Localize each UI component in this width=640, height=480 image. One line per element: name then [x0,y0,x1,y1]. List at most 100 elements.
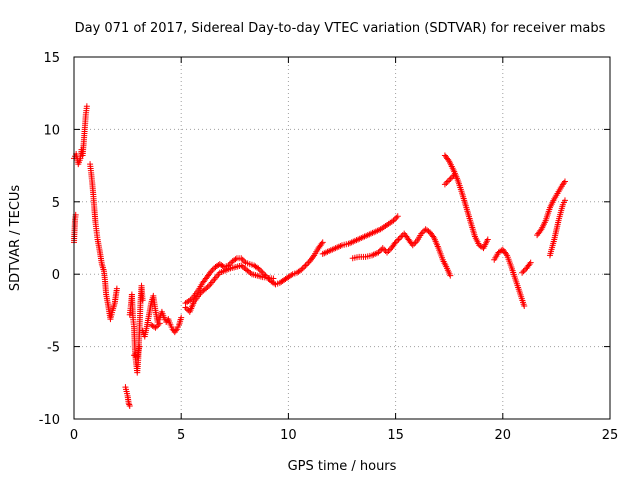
data-point [393,214,400,221]
data-point [443,179,450,186]
x-tick-label: 0 [70,428,78,443]
data-points [71,103,568,409]
data-point [519,269,526,276]
data-point [395,236,402,243]
data-point [238,255,245,262]
data-point [385,248,392,255]
y-tick-label: 10 [43,123,60,138]
data-point [288,272,295,279]
data-point [527,259,534,266]
data-point [299,265,306,272]
data-point [411,240,418,247]
data-point [209,266,216,273]
data-point [241,258,248,265]
data-point [298,266,305,273]
data-point [521,303,528,310]
data-point [375,249,382,256]
data-point [256,266,263,273]
data-point [526,261,533,268]
x-tick-label: 5 [177,428,185,443]
data-point [441,181,448,188]
data-point [239,256,246,263]
data-point [561,178,568,185]
y-tick-label: 5 [52,196,60,211]
data-point [208,268,215,275]
data-point [255,265,262,272]
data-point [301,263,308,270]
data-point [156,320,163,327]
data-point [153,323,160,330]
data-point [394,237,401,244]
data-point [381,246,388,253]
data-point [503,250,510,257]
axis-ticks [73,56,611,420]
x-tick-label: 10 [280,428,297,443]
data-point [379,245,386,252]
data-point [391,240,398,247]
plot-frame [73,56,611,420]
data-point [445,156,452,163]
x-tick-label: 20 [495,428,512,443]
data-point [520,268,527,275]
data-point [155,321,162,328]
data-point [232,256,239,263]
data-point [226,261,233,268]
data-point [270,275,277,282]
data-point [113,285,120,292]
data-point [409,242,416,249]
data-point [207,269,214,276]
y-tick-label: -5 [47,341,60,356]
data-point [305,259,312,266]
data-point [172,327,179,334]
x-tick-label: 15 [387,428,404,443]
data-point [204,283,211,290]
data-point [139,297,146,304]
y-axis-label: SDTVAR / TECUs [8,185,23,292]
data-point [391,216,398,223]
data-point [412,239,419,246]
data-point [386,246,393,253]
data-point [430,233,437,240]
data-point [390,217,397,224]
data-point [484,236,491,243]
data-point [318,240,325,247]
data-point [319,239,326,246]
data-point [125,400,132,407]
data-point [419,229,426,236]
data-point [446,177,453,184]
data-point [136,343,143,350]
data-point [303,261,310,268]
data-point [447,272,454,279]
data-point [126,401,133,408]
data-point [392,239,399,246]
y-tick-label: -10 [39,413,60,428]
data-point [302,262,309,269]
data-point [310,253,317,260]
data-point [394,213,401,220]
data-point [447,175,454,182]
data-point [152,324,159,331]
x-axis-label: GPS time / hours [288,459,397,474]
grid [74,57,610,419]
data-point [376,248,383,255]
data-point [561,197,568,204]
data-point [560,179,567,186]
x-tick-labels: 0 5 10 15 20 25 [70,428,618,443]
y-tick-label: 15 [43,51,60,66]
data-point [398,233,405,240]
data-point [261,271,268,278]
data-point [384,249,391,256]
data-point [396,235,403,241]
data-point [178,314,185,321]
data-point [83,103,90,110]
data-point [418,230,425,237]
y-tick-label: 0 [52,268,60,283]
x-tick-label: 25 [602,428,619,443]
y-tick-labels: -10 -5 0 5 10 15 [39,51,60,428]
data-point [537,227,544,234]
data-point [258,268,265,275]
data-point [126,402,133,409]
data-point [521,266,528,273]
chart-title: Day 071 of 2017, Sidereal Day-to-day VTE… [75,21,606,36]
